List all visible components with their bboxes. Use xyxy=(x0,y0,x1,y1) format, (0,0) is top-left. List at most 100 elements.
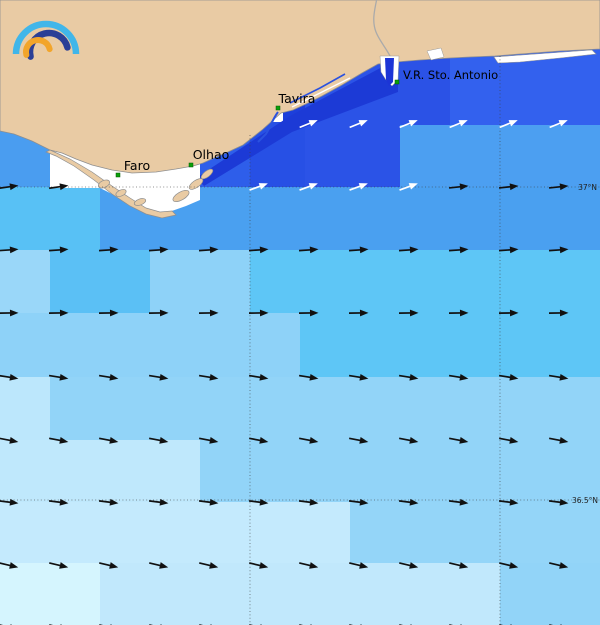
wind-arrow-icon xyxy=(299,562,319,569)
wind-arrow-icon xyxy=(48,498,69,506)
coastal-sliver xyxy=(493,49,597,64)
wave-cell xyxy=(0,440,200,502)
wind-arrow-icon xyxy=(449,562,469,569)
wave-cell xyxy=(500,563,600,625)
river-mouth-water xyxy=(385,58,394,86)
wave-cell xyxy=(50,377,600,440)
wind-arrow-icon xyxy=(448,309,469,317)
wind-arrow-icon xyxy=(298,373,319,381)
wind-arrow-icon xyxy=(0,183,19,191)
wind-arrow-icon xyxy=(498,183,519,191)
wind-arrow-icon xyxy=(349,437,369,444)
labels-layer: Faro Olhao Tavira V.R. Sto. Antonio 37°N 36.5… xyxy=(115,68,598,505)
wave-cell xyxy=(250,250,600,313)
wind-arrow-icon xyxy=(198,373,219,381)
wind-arrow-icon xyxy=(99,562,119,569)
wind-arrow-icon xyxy=(49,562,69,569)
barrier-sand-strip xyxy=(291,77,351,108)
wind-arrow-icon xyxy=(348,373,369,381)
wind-arrow-icon xyxy=(399,437,419,444)
wind-arrow-icon xyxy=(0,246,19,254)
wind-arrow-icon xyxy=(448,498,469,506)
city-dot xyxy=(115,172,121,178)
wind-arrow-icon xyxy=(299,437,319,444)
coastal-channel xyxy=(289,73,346,104)
wave-cell xyxy=(150,250,250,313)
wind-arrow-icon xyxy=(449,120,468,129)
wave-cell xyxy=(0,313,300,377)
wind-arrow-icon xyxy=(548,498,569,506)
wind-arrow-icon xyxy=(399,183,418,191)
city-dot xyxy=(188,162,194,168)
wind-arrow-icon xyxy=(0,437,19,444)
wind-arrow-icon xyxy=(148,246,169,254)
land-layer xyxy=(0,0,600,219)
wind-arrow-icon xyxy=(448,246,469,254)
wind-arrow-icon xyxy=(48,309,69,317)
wind-arrow-icon xyxy=(398,373,419,381)
wind-arrow-icon xyxy=(0,498,19,506)
wind-arrow-icon xyxy=(248,373,269,381)
wind-arrow-icon xyxy=(98,309,119,317)
wind-arrow-icon xyxy=(399,562,419,569)
arrows-layer xyxy=(0,120,569,625)
city-dot xyxy=(275,105,281,111)
wind-arrow-icon xyxy=(548,309,569,317)
wind-arrow-icon xyxy=(199,562,219,569)
latitude-label: 37°N xyxy=(578,183,597,192)
nearshore-dark-band xyxy=(196,64,398,186)
wind-arrow-icon xyxy=(398,309,419,317)
wind-arrow-icon xyxy=(49,437,69,444)
lagoon-island xyxy=(172,189,190,203)
wind-arrow-icon xyxy=(98,373,119,381)
sea-cells-layer xyxy=(0,46,600,625)
city-label: V.R. Sto. Antonio xyxy=(403,68,498,82)
wind-arrow-icon xyxy=(99,437,119,444)
wind-arrow-icon xyxy=(499,562,519,569)
wind-arrow-icon xyxy=(298,498,319,506)
wind-arrow-icon xyxy=(148,373,169,381)
tavira-channel xyxy=(257,111,279,143)
wind-arrow-icon xyxy=(499,437,519,444)
wave-cell xyxy=(50,250,150,313)
wind-arrow-icon xyxy=(198,498,219,506)
wind-arrow-icon xyxy=(48,246,69,254)
wind-arrow-icon xyxy=(249,562,269,569)
wave-cell xyxy=(350,502,600,563)
wind-arrow-icon xyxy=(498,309,519,317)
city-dot xyxy=(394,79,400,85)
lagoon-island xyxy=(115,189,127,197)
wind-arrow-icon xyxy=(348,309,369,317)
wind-arrow-icon xyxy=(448,183,469,191)
wind-arrow-icon xyxy=(249,437,269,444)
wind-arrow-icon xyxy=(449,437,469,444)
river-line xyxy=(373,0,391,63)
wave-cell xyxy=(100,563,500,625)
wind-arrow-icon xyxy=(248,498,269,506)
wind-arrow-icon xyxy=(549,437,569,444)
wind-arrow-icon xyxy=(149,562,169,569)
wind-arrow-icon xyxy=(48,183,69,191)
wind-arrow-icon xyxy=(498,498,519,506)
wind-arrow-icon xyxy=(248,309,269,317)
wind-arrow-icon xyxy=(148,309,169,317)
city-label: Faro xyxy=(124,158,150,173)
wind-arrow-icon xyxy=(98,498,119,506)
wind-arrow-icon xyxy=(199,437,219,444)
wind-arrow-icon xyxy=(499,120,518,129)
wind-arrow-icon xyxy=(299,120,318,129)
wind-arrow-icon xyxy=(348,498,369,506)
wind-arrow-icon xyxy=(298,246,319,254)
wind-arrow-icon xyxy=(349,562,369,569)
wind-arrow-icon xyxy=(549,120,568,129)
wind-arrow-icon xyxy=(149,437,169,444)
wind-arrow-icon xyxy=(349,120,368,129)
wave-cell xyxy=(0,377,50,440)
wind-arrow-icon xyxy=(249,183,268,191)
city-label: Tavira xyxy=(278,91,316,106)
wave-cell xyxy=(0,187,100,250)
wave-cell xyxy=(300,313,600,377)
rainbow-logo-icon[interactable] xyxy=(12,20,80,60)
wind-arrow-icon xyxy=(0,309,19,317)
